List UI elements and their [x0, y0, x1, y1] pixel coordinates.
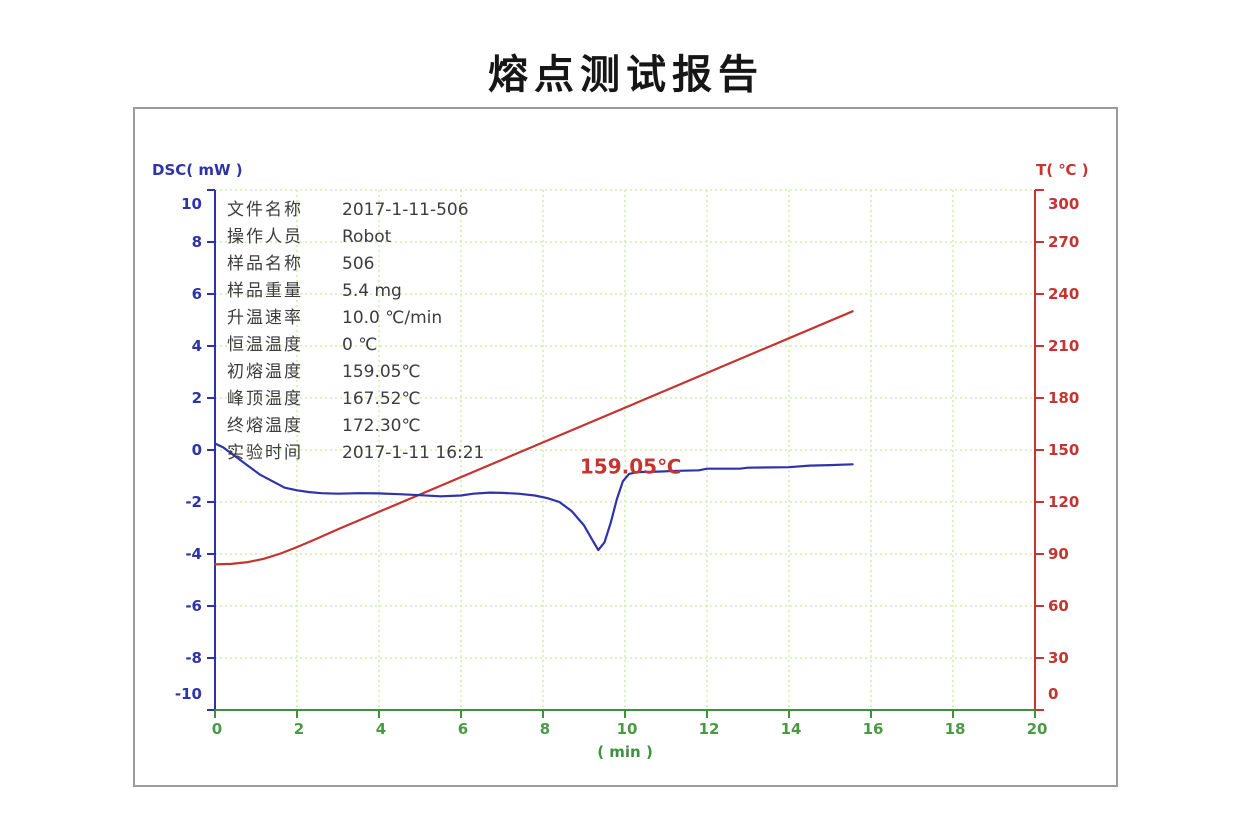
- y-left-tick-label: -2: [185, 493, 202, 511]
- x-tick-label: 6: [458, 720, 468, 738]
- info-row: 升温速率 10.0 ℃/min: [227, 305, 484, 332]
- x-tick-label: 18: [945, 720, 966, 738]
- info-row: 终熔温度 172.30℃: [227, 413, 484, 440]
- info-label: 峰顶温度: [227, 389, 303, 409]
- y-right-tick-label: 300: [1048, 195, 1079, 213]
- info-label: 实验时间: [227, 443, 303, 463]
- dsc-chart: -10-8-6-4-202468100306090120150180210240…: [175, 189, 1079, 738]
- y-right-tick-label: 150: [1048, 441, 1079, 459]
- x-tick-label: 20: [1027, 720, 1048, 738]
- y-left-tick-label: -4: [185, 545, 202, 563]
- x-axis-title: ( min ): [597, 743, 653, 761]
- info-row: 文件名称 2017-1-11-506: [227, 197, 484, 224]
- y-right-tick-label: 90: [1048, 545, 1069, 563]
- y-right-tick-label: 0: [1048, 685, 1058, 703]
- y-right-tick-label: 210: [1048, 337, 1079, 355]
- info-label: 样品名称: [227, 254, 303, 274]
- y-right-tick-label: 120: [1048, 493, 1079, 511]
- dsc-axis-title: DSC( mW ): [152, 161, 243, 179]
- dsc-curve: [213, 442, 854, 552]
- info-row: 样品名称 506: [227, 251, 484, 278]
- y-left-tick-label: 4: [192, 337, 202, 355]
- y-right-tick-label: 30: [1048, 649, 1069, 667]
- info-value: 172.30℃: [342, 416, 421, 436]
- info-value: 2017-1-11-506: [342, 200, 469, 220]
- info-value: 159.05℃: [342, 362, 421, 382]
- info-label: 初熔温度: [227, 362, 303, 382]
- x-tick-label: 8: [540, 720, 550, 738]
- report-title: 熔点测试报告: [488, 51, 764, 98]
- info-row: 恒温温度 0 ℃: [227, 332, 484, 359]
- y-right-tick-label: 240: [1048, 285, 1079, 303]
- info-row: 峰顶温度 167.52℃: [227, 386, 484, 413]
- info-value: 2017-1-11 16:21: [342, 443, 485, 463]
- y-left-tick-label: -10: [175, 685, 202, 703]
- info-label: 终熔温度: [227, 416, 303, 436]
- x-tick-label: 10: [617, 720, 638, 738]
- x-tick-label: 0: [212, 720, 222, 738]
- info-value: 5.4 mg: [342, 281, 402, 301]
- info-label: 样品重量: [227, 281, 303, 301]
- x-tick-label: 16: [863, 720, 884, 738]
- x-tick-label: 4: [376, 720, 386, 738]
- x-tick-label: 14: [781, 720, 802, 738]
- y-right-tick-label: 270: [1048, 233, 1079, 251]
- temperature-curve: [213, 310, 854, 566]
- info-value: 10.0 ℃/min: [342, 308, 443, 328]
- info-value: Robot: [342, 227, 392, 247]
- onset-annotation: 159.05℃: [580, 455, 681, 479]
- y-left-tick-label: -8: [185, 649, 202, 667]
- sample-info-table: 文件名称 2017-1-11-506 操作人员 Robot 样品名称 506 样品重量 5.4…: [227, 197, 484, 467]
- info-label: 操作人员: [227, 227, 303, 247]
- info-row: 操作人员 Robot: [227, 224, 484, 251]
- y-right-tick-label: 180: [1048, 389, 1079, 407]
- info-row: 实验时间 2017-1-11 16:21: [227, 440, 484, 467]
- info-value: 167.52℃: [342, 389, 421, 409]
- info-value: 0 ℃: [342, 335, 378, 355]
- y-left-tick-label: 6: [192, 285, 202, 303]
- y-left-tick-label: 8: [192, 233, 202, 251]
- info-value: 506: [342, 254, 375, 274]
- info-row: 样品重量 5.4 mg: [227, 278, 484, 305]
- info-label: 升温速率: [227, 308, 303, 328]
- y-right-tick-label: 60: [1048, 597, 1069, 615]
- info-label: 文件名称: [227, 200, 303, 220]
- y-left-tick-label: 0: [192, 441, 202, 459]
- y-left-tick-label: 10: [181, 195, 202, 213]
- y-left-tick-label: 2: [192, 389, 202, 407]
- y-left-tick-label: -6: [185, 597, 202, 615]
- x-tick-label: 2: [294, 720, 304, 738]
- info-row: 初熔温度 159.05℃: [227, 359, 484, 386]
- chart-panel: -10 -8 -6 -4 -2 0 2 4 6 8 10 0 30 60 90 120 150 180 210 240…: [133, 107, 1118, 787]
- x-tick-label: 12: [699, 720, 720, 738]
- info-label: 恒温温度: [227, 335, 303, 355]
- temp-axis-title: T( ℃ ): [1036, 161, 1089, 179]
